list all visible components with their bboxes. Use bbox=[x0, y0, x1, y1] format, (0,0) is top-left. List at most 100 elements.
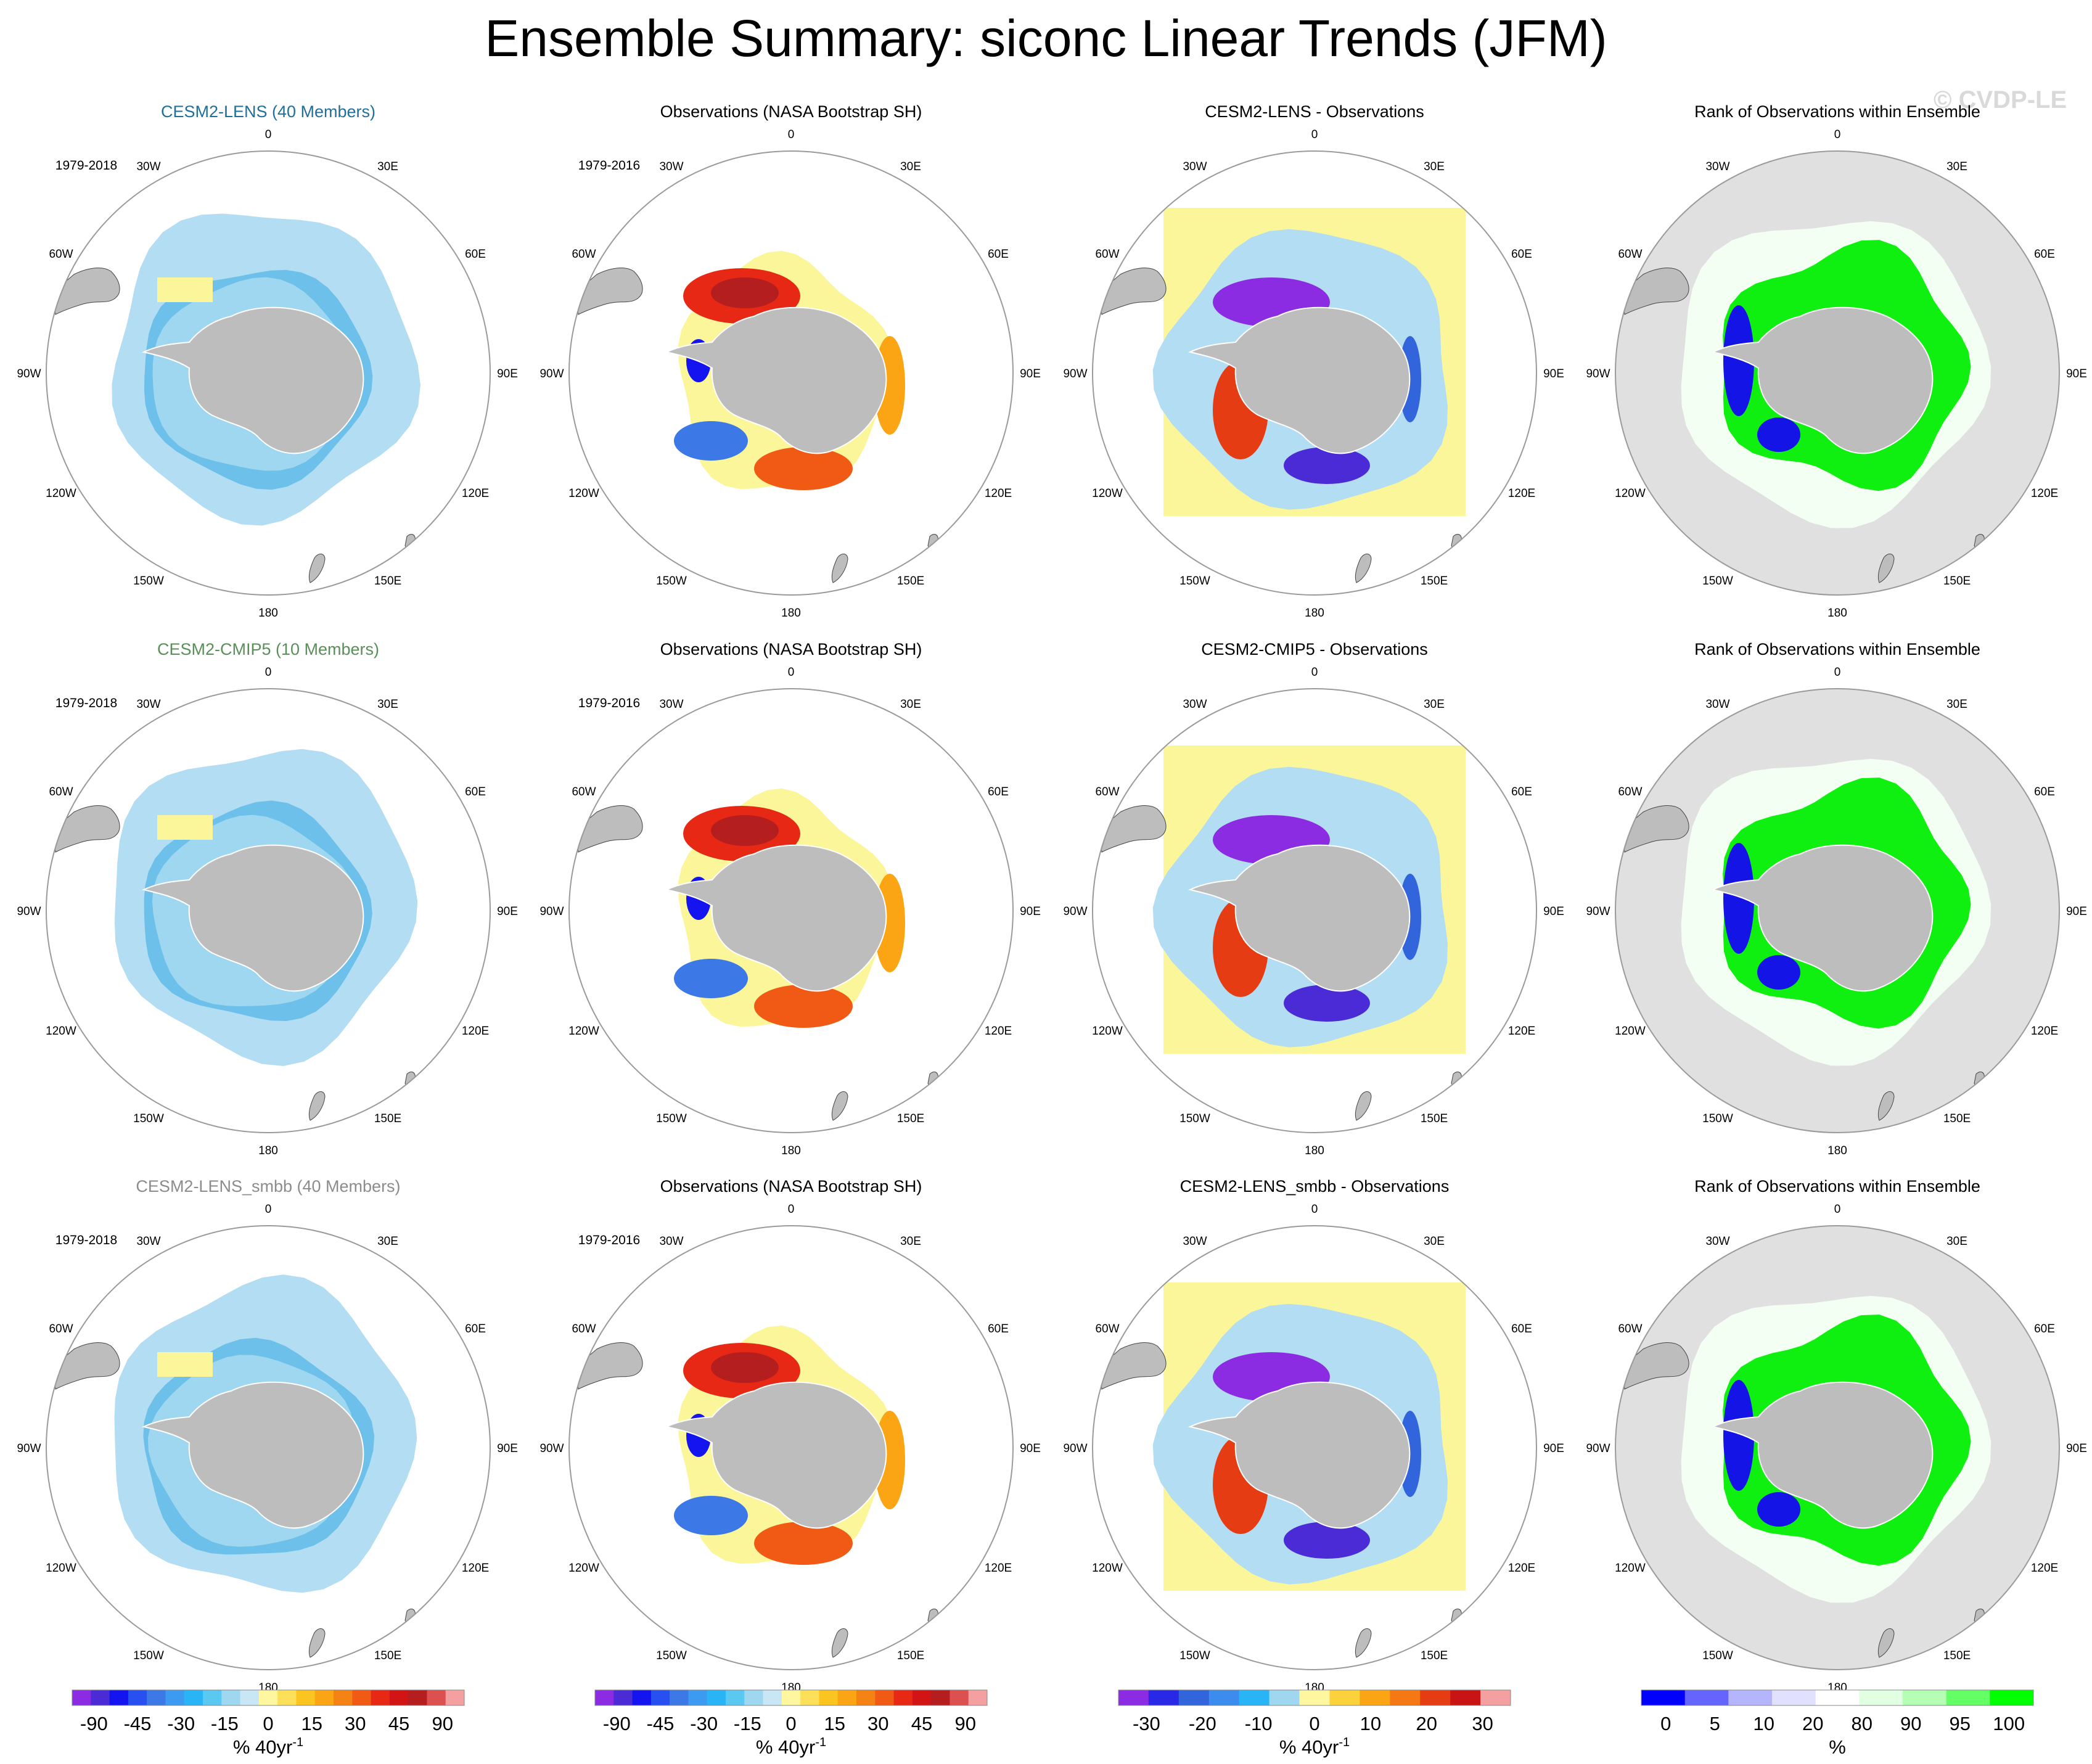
longitude-label: 120W bbox=[46, 1025, 76, 1038]
colorbar-box bbox=[912, 1690, 932, 1705]
colorbar-tick-label: -45 bbox=[647, 1713, 675, 1734]
colorbar-tick-label: 30 bbox=[1472, 1713, 1493, 1734]
colorbar-tick-label: 0 bbox=[1660, 1713, 1671, 1734]
map-boundary bbox=[1615, 1225, 2060, 1670]
colorbar-tick-label: 20 bbox=[1416, 1713, 1437, 1734]
panel-title: Rank of Observations within Ensemble bbox=[1694, 1177, 1980, 1196]
rank-field bbox=[1757, 1492, 1800, 1527]
longitude-label: 120W bbox=[1615, 1025, 1646, 1038]
longitude-label: 150W bbox=[1702, 575, 1733, 588]
colorbar-box bbox=[688, 1690, 708, 1705]
longitude-label: 90W bbox=[539, 1442, 564, 1455]
colorbar-box bbox=[1148, 1690, 1179, 1705]
map-boundary bbox=[1092, 1225, 1537, 1670]
colorbar-box bbox=[726, 1690, 745, 1705]
colorbar-frame bbox=[1118, 1689, 1511, 1706]
longitude-label: 0 bbox=[788, 1203, 795, 1216]
colorbar-tick-label: 15 bbox=[824, 1713, 845, 1734]
colorbar-box bbox=[1990, 1690, 2034, 1705]
rank-field bbox=[1757, 955, 1800, 990]
longitude-label: 60E bbox=[2034, 1323, 2055, 1335]
trend-field bbox=[1284, 1522, 1370, 1559]
colorbar-box bbox=[334, 1690, 353, 1705]
colorbar-box bbox=[950, 1690, 969, 1705]
colorbar-box bbox=[1239, 1690, 1270, 1705]
longitude-label: 60W bbox=[1095, 1323, 1119, 1335]
longitude-label: 30E bbox=[900, 698, 921, 711]
map-field bbox=[52, 1274, 417, 1658]
period-label: 1979-2018 bbox=[55, 1233, 117, 1247]
longitude-label: 120E bbox=[1508, 487, 1535, 500]
map-field bbox=[1621, 758, 1992, 1121]
colorbar-tick-label: -30 bbox=[1133, 1713, 1160, 1734]
colorbar-box bbox=[1728, 1690, 1773, 1705]
colorbar-tick-label: 10 bbox=[1754, 1713, 1774, 1734]
longitude-label: 30E bbox=[377, 1235, 398, 1248]
longitude-label: 180 bbox=[781, 1144, 801, 1157]
main-title: Ensemble Summary: siconc Linear Trends (… bbox=[485, 9, 1607, 67]
colorbar-tick-label: 45 bbox=[388, 1713, 409, 1734]
longitude-label: 150W bbox=[1179, 1112, 1210, 1125]
colorbar-tick-label: 95 bbox=[1950, 1713, 1971, 1734]
longitude-label: 120W bbox=[46, 1562, 76, 1575]
colorbar-units-superscript: -1 bbox=[292, 1736, 303, 1749]
longitude-label: 180 bbox=[1827, 1144, 1847, 1157]
longitude-label: 150W bbox=[656, 575, 687, 588]
colorbar-box bbox=[595, 1690, 614, 1705]
colorbar-tick-label: 0 bbox=[263, 1713, 273, 1734]
longitude-label: 90W bbox=[17, 367, 41, 380]
colorbar-box bbox=[1299, 1690, 1330, 1705]
longitude-label: 30W bbox=[659, 1235, 683, 1248]
colorbar-units: % 40yr-1 bbox=[756, 1736, 826, 1758]
colorbar-tick-label: -15 bbox=[734, 1713, 761, 1734]
colorbar-box bbox=[1450, 1690, 1481, 1705]
longitude-label: 120W bbox=[1615, 487, 1646, 500]
longitude-label: 60E bbox=[1511, 1323, 1532, 1335]
longitude-label: 150W bbox=[1179, 1649, 1210, 1662]
colorbar-box bbox=[314, 1690, 334, 1705]
colorbar-box bbox=[744, 1690, 764, 1705]
panel-title: Observations (NASA Bootstrap SH) bbox=[660, 1177, 922, 1196]
longitude-label: 150E bbox=[1421, 1649, 1448, 1662]
colorbar-tick-label: 45 bbox=[911, 1713, 932, 1734]
longitude-label: 150W bbox=[656, 1649, 687, 1662]
trend-field bbox=[674, 1496, 748, 1535]
longitude-label: 30W bbox=[1183, 160, 1207, 173]
colorbar-box bbox=[931, 1690, 950, 1705]
map-panel: CESM2-CMIP5 - Observations 0 30E 60E 90E 120E… bbox=[1063, 640, 1564, 1157]
colorbar-box bbox=[1420, 1690, 1451, 1705]
colorbar: -90 -45 -30 -15 0 15 30 45 90 % 40yr-1 bbox=[594, 1689, 988, 1758]
longitude-label: 90W bbox=[1063, 367, 1087, 380]
longitude-label: 90E bbox=[1543, 367, 1564, 380]
longitude-label: 90W bbox=[539, 905, 564, 918]
rank-field bbox=[1757, 417, 1800, 452]
longitude-label: 60W bbox=[572, 248, 596, 261]
longitude-label: 30E bbox=[900, 160, 921, 173]
longitude-label: 0 bbox=[1834, 666, 1841, 679]
longitude-label: 150E bbox=[1943, 1649, 1971, 1662]
longitude-label: 30E bbox=[377, 698, 398, 711]
colorbar-box bbox=[1208, 1690, 1240, 1705]
longitude-label: 90E bbox=[1020, 1442, 1041, 1455]
colorbar-tick-label: 80 bbox=[1852, 1713, 1873, 1734]
trend-field bbox=[157, 815, 213, 840]
period-label: 1979-2016 bbox=[578, 1233, 640, 1247]
map-panel: Rank of Observations within Ensemble 0 30E… bbox=[1586, 102, 2086, 620]
longitude-label: 60E bbox=[465, 1323, 486, 1335]
longitude-label: 90E bbox=[1543, 1442, 1564, 1455]
longitude-label: 150W bbox=[133, 1649, 164, 1662]
longitude-label: 0 bbox=[788, 666, 795, 679]
colorbar-box bbox=[1390, 1690, 1421, 1705]
trend-field bbox=[674, 959, 748, 998]
panel-title: CESM2-LENS_smbb (40 Members) bbox=[136, 1177, 400, 1196]
map-field bbox=[52, 213, 420, 583]
panel-title: CESM2-LENS - Observations bbox=[1205, 102, 1424, 121]
longitude-label: 120E bbox=[2031, 1562, 2058, 1575]
colorbar-box bbox=[875, 1690, 895, 1705]
colorbar-box bbox=[1772, 1690, 1816, 1705]
colorbar-tick-label: 90 bbox=[1900, 1713, 1921, 1734]
colorbar-units: % 40yr-1 bbox=[1279, 1736, 1350, 1758]
colorbar-box bbox=[147, 1690, 166, 1705]
colorbar-box bbox=[371, 1690, 390, 1705]
longitude-label: 30W bbox=[659, 698, 683, 711]
